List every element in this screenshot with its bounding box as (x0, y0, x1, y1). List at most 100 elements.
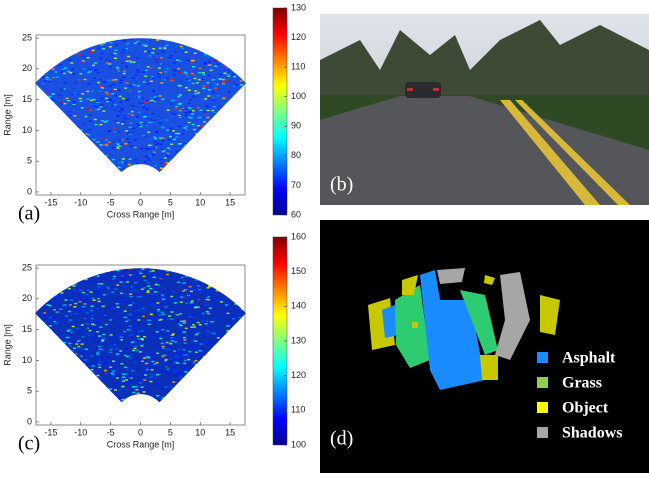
speckle (38, 333, 41, 335)
speckle (209, 341, 212, 343)
speckle (90, 291, 93, 293)
speckle (140, 148, 143, 150)
speckle (112, 159, 115, 161)
speckle (175, 416, 178, 418)
speckle (46, 168, 49, 170)
speckle (170, 319, 173, 321)
speckle (162, 344, 165, 346)
speckle (87, 414, 90, 416)
speckle (36, 387, 39, 389)
speckle (74, 303, 77, 305)
speckle (63, 413, 66, 415)
speckle (172, 375, 175, 377)
speckle (175, 46, 178, 48)
speckle (183, 339, 186, 341)
speckle (75, 371, 78, 373)
speckle (129, 175, 132, 177)
speckle (73, 47, 76, 49)
speckle (190, 291, 193, 293)
speckle (59, 52, 62, 54)
speckle (119, 96, 122, 98)
speckle (85, 352, 88, 354)
speckle (45, 265, 48, 267)
speckle (100, 97, 103, 99)
speckle (96, 308, 99, 310)
speckle (188, 193, 191, 195)
speckle (176, 163, 179, 165)
speckle (101, 396, 104, 398)
speckle (199, 272, 202, 274)
speckle (75, 190, 78, 192)
speckle (239, 313, 242, 315)
speckle (155, 176, 158, 178)
speckle (181, 48, 184, 50)
speckle (184, 147, 187, 149)
speckle (200, 343, 203, 345)
speckle (82, 157, 85, 159)
speckle (68, 366, 71, 368)
speckle (212, 288, 215, 290)
speckle (60, 103, 63, 105)
speckle (65, 288, 68, 290)
speckle (62, 362, 65, 364)
speckle (225, 43, 228, 45)
speckle (59, 50, 62, 52)
speckle (149, 191, 152, 193)
speckle (82, 282, 85, 284)
speckle (69, 402, 72, 404)
speckle (102, 384, 105, 386)
speckle (203, 411, 206, 413)
speckle (215, 414, 218, 416)
speckle (204, 417, 207, 419)
speckle (50, 408, 53, 410)
speckle (198, 277, 201, 279)
y-tick-label: 15 (22, 324, 32, 334)
speckle (226, 124, 229, 126)
speckle (132, 128, 135, 130)
speckle (226, 157, 229, 159)
speckle (122, 376, 125, 378)
speckle (46, 183, 49, 185)
speckle (141, 36, 144, 38)
speckle (74, 41, 77, 43)
speckle (169, 385, 172, 387)
speckle (224, 362, 227, 364)
speckle (81, 41, 84, 43)
speckle (190, 362, 193, 364)
speckle (140, 177, 143, 179)
speckle (49, 121, 52, 123)
speckle (234, 364, 237, 366)
speckle (92, 65, 95, 67)
speckle (102, 36, 105, 38)
speckle (123, 325, 126, 327)
speckle (169, 359, 172, 361)
speckle (222, 142, 225, 144)
speckle (168, 139, 171, 141)
speckle (39, 99, 42, 101)
speckle (206, 135, 209, 137)
speckle (37, 153, 40, 155)
speckle (220, 398, 223, 400)
speckle (144, 374, 147, 376)
speckle (209, 361, 212, 363)
speckle (77, 346, 80, 348)
speckle (177, 332, 180, 334)
speckle (39, 353, 42, 355)
speckle (152, 415, 155, 417)
speckle (147, 132, 150, 134)
speckle (198, 117, 201, 119)
speckle (129, 134, 132, 136)
speckle (146, 402, 149, 404)
speckle (44, 135, 47, 137)
speckle (56, 109, 59, 111)
speckle (120, 403, 123, 405)
speckle (36, 392, 39, 394)
speckle (160, 57, 163, 59)
speckle (98, 364, 101, 366)
speckle (143, 347, 146, 349)
speckle (72, 73, 75, 75)
speckle (66, 46, 69, 48)
speckle (66, 37, 69, 39)
speckle (194, 348, 197, 350)
speckle (106, 79, 109, 81)
